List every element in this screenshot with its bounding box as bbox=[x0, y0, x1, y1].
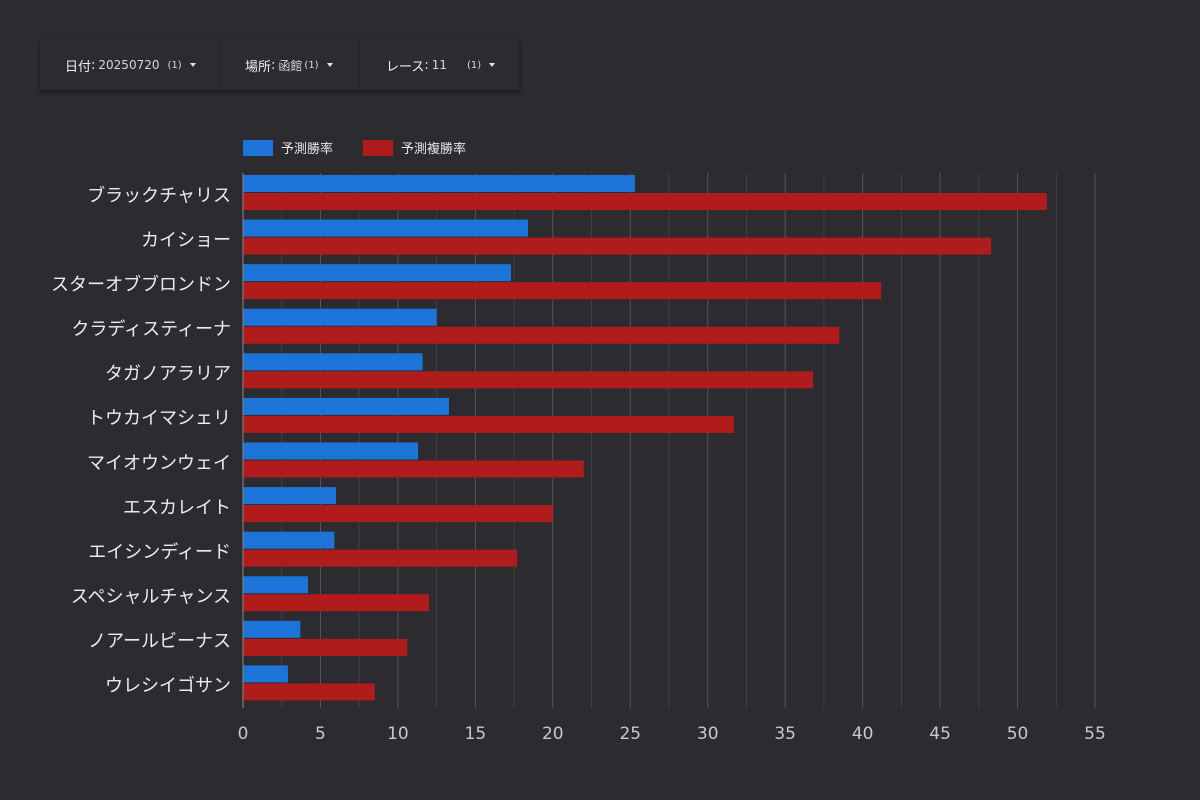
x-tick-label-10: 50 bbox=[1007, 724, 1029, 744]
x-axis: 0 5 10 15 20 25 30 35 40 45 50 55 bbox=[238, 173, 1106, 744]
category-label-8: エイシンディード bbox=[88, 542, 231, 563]
bar-win-6 bbox=[243, 442, 419, 460]
category-label-10: ノアールビーナス bbox=[88, 631, 231, 652]
category-label-5: トウカイマシェリ bbox=[87, 408, 231, 429]
chevron-down-icon bbox=[326, 63, 333, 67]
category-label-2: スターオブブロンドン bbox=[51, 273, 231, 295]
bar-place-9 bbox=[243, 594, 429, 612]
bar-win-1 bbox=[243, 219, 529, 237]
bar-place-2 bbox=[243, 282, 882, 300]
date-filter-count: (1) bbox=[167, 59, 182, 71]
category-label-11: ウレシイゴサン bbox=[105, 676, 231, 697]
bar-place-7 bbox=[243, 505, 553, 523]
date-filter[interactable]: 日付: 20250720 (1) bbox=[40, 40, 220, 90]
bar-win-0 bbox=[243, 175, 635, 192]
category-label-6: マイオウンウェイ bbox=[87, 453, 231, 474]
race-filter-colon: : bbox=[424, 57, 429, 73]
bar-place-10 bbox=[243, 638, 408, 656]
x-tick-label-0: 0 bbox=[238, 724, 249, 744]
chart-bars bbox=[243, 175, 1047, 701]
category-label-9: スペシャルチャンス bbox=[71, 587, 231, 608]
chart-legend: 予測勝率 予測複勝率 bbox=[243, 140, 466, 157]
bar-win-11 bbox=[243, 665, 288, 683]
bar-place-1 bbox=[243, 237, 992, 255]
bar-win-3 bbox=[243, 308, 437, 326]
chevron-down-icon bbox=[189, 63, 196, 67]
legend-label-1: 予測複勝率 bbox=[401, 141, 466, 157]
bar-place-0 bbox=[243, 193, 1047, 210]
bar-place-4 bbox=[243, 371, 814, 389]
race-filter-value: 11 bbox=[431, 58, 448, 72]
place-filter-colon: : bbox=[271, 57, 276, 73]
legend-label-0: 予測勝率 bbox=[281, 141, 333, 157]
category-label-3: クラディスティーナ bbox=[71, 319, 231, 340]
bar-win-7 bbox=[243, 487, 336, 505]
category-label-7: エスカレイト bbox=[123, 497, 231, 518]
race-filter[interactable]: レース: 11 (1) bbox=[360, 40, 520, 90]
bar-win-9 bbox=[243, 576, 309, 594]
bar-place-11 bbox=[243, 683, 375, 701]
race-filter-count: (1) bbox=[467, 59, 482, 71]
chart-grid bbox=[242, 173, 1096, 708]
category-label-4: タガノアラリア bbox=[105, 364, 231, 385]
bar-win-10 bbox=[243, 620, 301, 638]
bar-win-4 bbox=[243, 353, 423, 371]
x-tick-label-3: 15 bbox=[465, 724, 487, 744]
x-tick-label-6: 30 bbox=[697, 724, 719, 744]
x-tick-label-5: 25 bbox=[619, 724, 641, 744]
bar-place-3 bbox=[243, 326, 840, 344]
bar-place-5 bbox=[243, 415, 735, 433]
x-tick-label-4: 20 bbox=[542, 724, 564, 744]
x-tick-label-9: 45 bbox=[929, 724, 951, 744]
date-filter-label: 日付 bbox=[65, 59, 92, 75]
place-filter-value: 函館 bbox=[278, 58, 303, 73]
bar-win-5 bbox=[243, 397, 450, 415]
x-tick-label-7: 35 bbox=[774, 724, 796, 744]
legend-swatch-0 bbox=[243, 140, 273, 156]
date-filter-value: 20250720 bbox=[98, 58, 160, 72]
filter-bar: 日付: 20250720 (1) 場所: 函館 (1) レース: 11 (1) bbox=[40, 40, 520, 90]
date-filter-colon: : bbox=[91, 57, 96, 73]
race-filter-label: レース bbox=[386, 59, 425, 75]
bar-win-2 bbox=[243, 264, 511, 282]
x-tick-label-2: 10 bbox=[387, 724, 409, 744]
legend-swatch-1 bbox=[363, 140, 393, 156]
category-label-0: ブラックチャリス bbox=[87, 184, 231, 206]
bar-place-6 bbox=[243, 460, 584, 478]
bar-win-8 bbox=[243, 531, 335, 549]
place-filter-count: (1) bbox=[304, 59, 319, 71]
x-tick-label-1: 5 bbox=[315, 724, 326, 744]
category-labels: ブラックチャリスカイショースターオブブロンドンクラディスティーナタガノアラリアト… bbox=[51, 184, 231, 696]
chevron-down-icon bbox=[489, 63, 496, 67]
bar-place-8 bbox=[243, 549, 518, 567]
category-label-1: カイショー bbox=[141, 230, 231, 251]
x-tick-label-8: 40 bbox=[852, 724, 874, 744]
place-filter-label: 場所 bbox=[245, 59, 272, 75]
place-filter[interactable]: 場所: 函館 (1) bbox=[220, 40, 360, 90]
x-tick-label-11: 55 bbox=[1084, 724, 1106, 744]
